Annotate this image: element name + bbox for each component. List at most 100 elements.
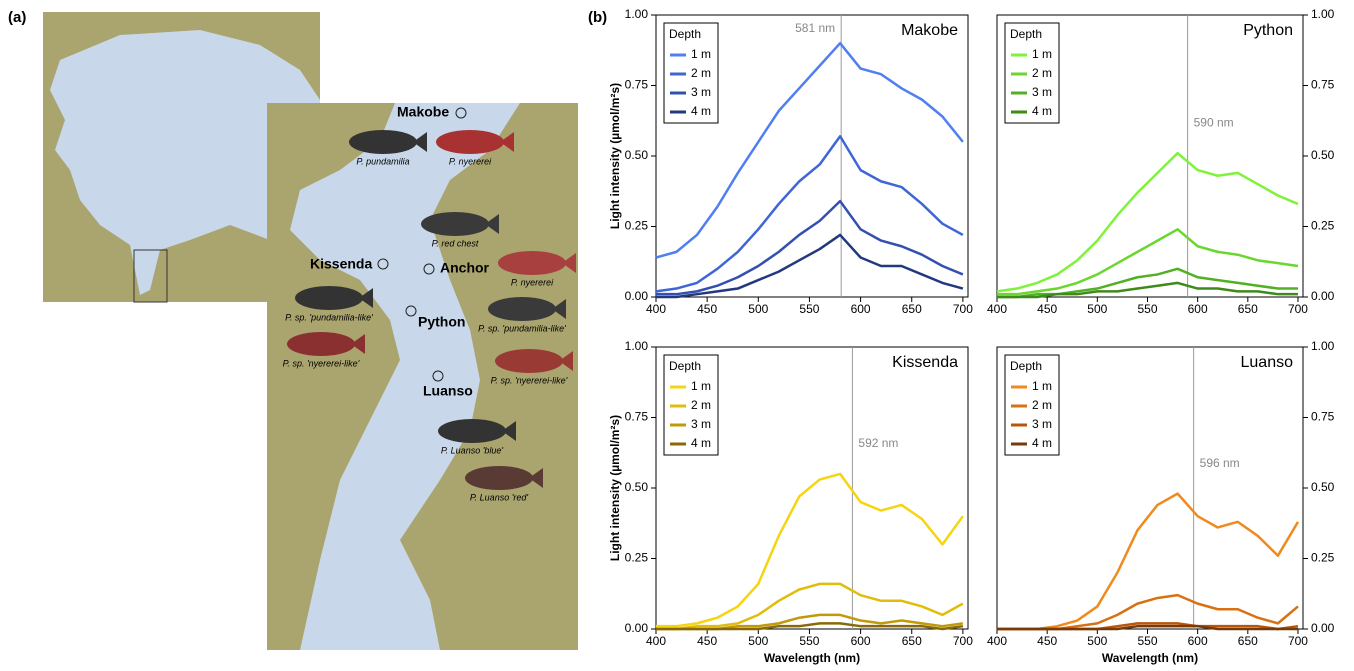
- legend-label: 3 m: [691, 85, 711, 99]
- fish: [465, 466, 533, 490]
- x-tick-label: 450: [697, 302, 717, 316]
- legend-label: 2 m: [691, 398, 711, 412]
- fish-tail: [552, 299, 566, 319]
- fish-tail: [359, 288, 373, 308]
- y-tick-label: 1.00: [625, 7, 649, 21]
- fish-tail: [500, 132, 514, 152]
- species-label: P. sp. 'nyererei-like': [491, 375, 568, 385]
- fish: [421, 212, 489, 236]
- x-tick-label: 550: [799, 634, 819, 648]
- peak-label: 581 nm: [795, 21, 835, 35]
- fish: [488, 297, 556, 321]
- line-series: [656, 199, 964, 296]
- x-tick-label: 450: [1037, 634, 1057, 648]
- x-tick-label: 600: [1188, 634, 1208, 648]
- fish: [436, 130, 504, 154]
- legend-label: 3 m: [691, 417, 711, 431]
- peak-label: 592 nm: [858, 436, 898, 450]
- site-label: Anchor: [440, 260, 490, 276]
- legend-label: 2 m: [1032, 66, 1052, 80]
- peak-label: 590 nm: [1194, 115, 1234, 129]
- fish: [498, 251, 566, 275]
- species-label: P. sp. 'pundamilia-like': [478, 323, 566, 333]
- y-tick-label: 1.00: [1311, 339, 1335, 353]
- y-tick-label: 0.50: [1311, 480, 1335, 494]
- line-series: [656, 233, 964, 299]
- site-marker: [377, 258, 389, 270]
- y-tick-label: 0.25: [625, 551, 649, 565]
- chart-title: Kissenda: [892, 354, 958, 371]
- y-tick-label: 0.25: [1311, 219, 1335, 233]
- chart-title: Luanso: [1241, 354, 1294, 371]
- species-label: P. red chest: [432, 238, 479, 248]
- peak-label: 596 nm: [1200, 456, 1240, 470]
- species-label: P. nyererei: [511, 277, 554, 287]
- site-label: Makobe: [397, 104, 449, 120]
- legend-label: 1 m: [691, 47, 711, 61]
- x-tick-label: 500: [1087, 634, 1107, 648]
- inset-box: [133, 249, 168, 303]
- legend-label: 4 m: [691, 104, 711, 118]
- line-series: [997, 624, 1298, 631]
- x-tick-label: 400: [646, 634, 666, 648]
- fish-tail: [529, 468, 543, 488]
- fish-tail: [485, 214, 499, 234]
- chart: 0.00 0.25 0.50 0.75 1.00 400 450 500 550 600 650 70…: [987, 7, 1335, 316]
- x-tick-label: 600: [851, 634, 871, 648]
- legend-label: 4 m: [691, 436, 711, 450]
- site-marker: [432, 370, 444, 382]
- line-series: [997, 228, 1299, 296]
- site-label: Kissenda: [310, 256, 372, 272]
- species-label: P. Luanso 'red': [470, 492, 529, 502]
- line-series: [655, 41, 964, 259]
- legend-title: Depth: [1010, 359, 1042, 373]
- x-tick-label: 400: [646, 302, 666, 316]
- legend-label: 1 m: [1032, 47, 1052, 61]
- panel-label: (a): [8, 9, 26, 26]
- x-tick-label: 700: [1288, 302, 1308, 316]
- x-tick-label: 650: [1238, 634, 1258, 648]
- land: [267, 103, 400, 650]
- chart-title: Makobe: [901, 22, 958, 39]
- species-label: P. pundamilia: [356, 156, 409, 166]
- species-label: P. Luanso 'blue': [441, 445, 504, 455]
- species-label: P. nyererei: [449, 156, 492, 166]
- fish: [438, 419, 506, 443]
- y-tick-label: 0.50: [1311, 148, 1335, 162]
- y-tick-label: 0.00: [1311, 621, 1335, 635]
- x-tick-label: 400: [987, 634, 1007, 648]
- fish-tail: [351, 334, 365, 354]
- legend-label: 4 m: [1032, 436, 1052, 450]
- y-tick-label: 0.00: [625, 289, 649, 303]
- chart-title: Python: [1243, 22, 1293, 39]
- legend-label: 3 m: [1032, 85, 1052, 99]
- x-tick-label: 550: [1137, 302, 1157, 316]
- y-axis-label: Light intensity (µmol/m²s): [608, 83, 622, 229]
- fish: [295, 286, 363, 310]
- legend-label: 4 m: [1032, 104, 1052, 118]
- line-series: [997, 492, 1300, 631]
- x-tick-label: 700: [953, 302, 973, 316]
- site-label: Luanso: [423, 383, 473, 399]
- x-tick-label: 650: [902, 302, 922, 316]
- panel-label: (b): [588, 9, 607, 26]
- x-tick-label: 700: [953, 634, 973, 648]
- x-tick-label: 700: [1288, 634, 1308, 648]
- x-tick-label: 500: [748, 302, 768, 316]
- line-series: [996, 151, 1299, 293]
- species-label: P. sp. 'pundamilia-like': [285, 312, 373, 322]
- line-series: [656, 582, 964, 631]
- x-tick-label: 650: [902, 634, 922, 648]
- site-label: Python: [418, 314, 465, 330]
- y-tick-label: 0.25: [1311, 551, 1335, 565]
- legend-label: 3 m: [1032, 417, 1052, 431]
- x-tick-label: 500: [1087, 302, 1107, 316]
- chart: 0.00 0.25 0.50 0.75 1.00 400 450 500 550 600 650 70…: [608, 7, 973, 316]
- x-tick-label: 450: [697, 634, 717, 648]
- zoom-map: [267, 103, 578, 650]
- y-tick-label: 0.75: [1311, 410, 1335, 424]
- y-axis-label: Light intensity (µmol/m²s): [608, 415, 622, 561]
- fish: [287, 332, 355, 356]
- chart: 0.00 0.25 0.50 0.75 1.00 400 450 500 550 600 650 70…: [987, 339, 1335, 665]
